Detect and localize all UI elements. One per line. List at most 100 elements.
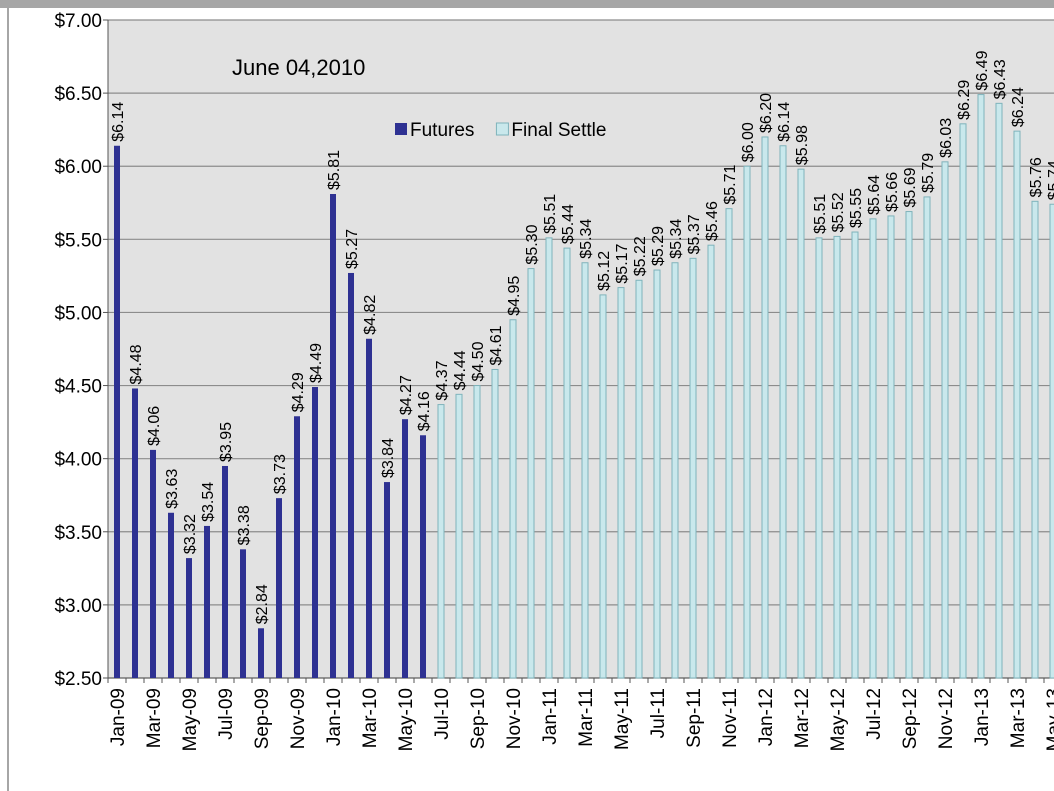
bar xyxy=(1013,130,1021,679)
data-label: $4.06 xyxy=(146,406,163,446)
bar xyxy=(132,388,138,678)
data-label: $5.74 xyxy=(1046,160,1054,200)
bar xyxy=(240,549,246,678)
bar xyxy=(923,196,931,679)
legend-label: Futures xyxy=(410,120,474,141)
x-tick-label: May-09 xyxy=(180,688,201,751)
data-label: $3.32 xyxy=(182,514,199,554)
bar xyxy=(977,94,985,679)
x-tick-label: Jan-09 xyxy=(108,688,129,746)
x-tick-label: Nov-12 xyxy=(936,688,957,749)
data-label: $4.37 xyxy=(434,360,451,400)
data-label: $5.71 xyxy=(722,164,739,204)
bar xyxy=(402,419,408,678)
bar xyxy=(887,215,895,679)
bar xyxy=(635,279,643,679)
bar xyxy=(258,628,264,678)
bar xyxy=(294,416,300,678)
bar xyxy=(761,136,769,679)
bar xyxy=(276,498,282,678)
x-tick-label: Jul-10 xyxy=(432,688,453,740)
bar xyxy=(420,435,426,678)
bar xyxy=(491,368,499,679)
x-tick-label: May-10 xyxy=(396,688,417,751)
x-tick-label: Sep-09 xyxy=(252,688,273,749)
data-label: $5.55 xyxy=(848,188,865,228)
data-label: $4.27 xyxy=(398,375,415,415)
data-label: $6.14 xyxy=(110,102,127,142)
data-label: $4.44 xyxy=(452,350,469,390)
x-tick-label: Jul-11 xyxy=(648,688,669,738)
x-tick-label: Mar-10 xyxy=(360,688,381,748)
data-label: $4.49 xyxy=(308,343,325,383)
bar xyxy=(653,269,661,679)
data-label: $4.82 xyxy=(362,295,379,335)
x-tick-label: Mar-12 xyxy=(792,688,813,748)
bar xyxy=(725,208,733,679)
data-label: $6.43 xyxy=(992,59,1009,99)
bar xyxy=(941,161,949,679)
y-tick-label: $5.00 xyxy=(54,303,102,324)
bar xyxy=(168,512,174,678)
legend-swatch xyxy=(495,122,509,136)
bars: $6.14 $4.48 $4.06 $3.63$3.32$3.54 $3.95 $3.38… xyxy=(110,50,1054,679)
data-label: $6.24 xyxy=(1010,87,1027,127)
plot-area xyxy=(108,20,1054,678)
y-tick-label: $3.50 xyxy=(54,523,102,544)
data-label: $4.50 xyxy=(470,341,487,381)
bar xyxy=(743,165,751,679)
y-tick-label: $6.00 xyxy=(54,157,102,178)
bar xyxy=(707,244,715,679)
x-tick-label: Jan-10 xyxy=(324,688,345,746)
data-label: $5.81 xyxy=(326,150,343,190)
bar xyxy=(833,235,841,679)
bar xyxy=(671,262,679,679)
x-tick-label: Sep-10 xyxy=(468,688,489,749)
data-label: $3.54 xyxy=(200,482,217,522)
bar xyxy=(186,558,192,678)
chart-title: June 04,2010 xyxy=(232,55,365,80)
y-tick-label: $5.50 xyxy=(54,230,102,251)
data-label: $5.76 xyxy=(1028,157,1045,197)
data-label: $4.29 xyxy=(290,372,307,412)
bar xyxy=(384,482,390,678)
data-label: $5.37 xyxy=(686,214,703,254)
data-label: $3.73 xyxy=(272,454,289,494)
bar xyxy=(222,465,228,678)
bar xyxy=(599,294,607,679)
data-label: $3.38 xyxy=(236,505,253,545)
x-tick-label: Jan-12 xyxy=(756,688,777,746)
x-tick-label: Jan-11 xyxy=(540,688,561,745)
data-label: $5.52 xyxy=(830,192,847,232)
data-label: $5.51 xyxy=(542,194,559,234)
x-tick-label: Nov-10 xyxy=(504,688,525,749)
bar xyxy=(815,237,823,679)
frame-left xyxy=(7,0,9,791)
data-label: $5.34 xyxy=(578,219,595,259)
data-label: $3.84 xyxy=(380,438,397,478)
x-tick-label: May-12 xyxy=(828,688,849,751)
bar xyxy=(581,262,589,679)
data-label: $5.44 xyxy=(560,204,577,244)
data-label: $4.48 xyxy=(128,344,145,384)
x-tick-label: May-13 xyxy=(1044,688,1054,751)
bar xyxy=(563,247,571,679)
legend: Futures Final Settle xyxy=(395,120,606,141)
data-label: $5.34 xyxy=(668,219,685,259)
bar xyxy=(905,211,913,679)
bar xyxy=(689,257,697,679)
data-label: $6.14 xyxy=(776,102,793,142)
data-label: $2.84 xyxy=(254,584,271,624)
y-tick-label: $3.00 xyxy=(54,596,102,617)
legend-swatch xyxy=(395,123,407,135)
data-label: $5.12 xyxy=(596,251,613,291)
x-tick-label: Mar-11 xyxy=(576,688,597,747)
data-label: $5.69 xyxy=(902,167,919,207)
data-label: $5.27 xyxy=(344,229,361,269)
x-tick-label: Jul-09 xyxy=(216,688,237,740)
data-label: $6.00 xyxy=(740,122,757,162)
data-label: $4.61 xyxy=(488,325,505,365)
bar xyxy=(779,145,787,679)
frame-top xyxy=(0,0,1054,8)
